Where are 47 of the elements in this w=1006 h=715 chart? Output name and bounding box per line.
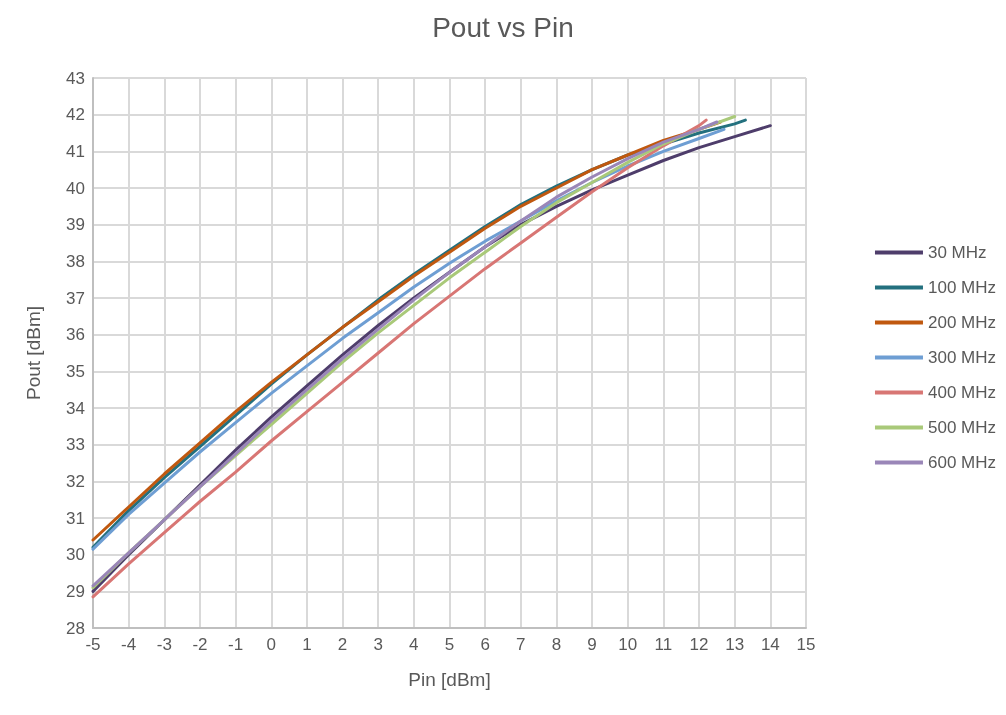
y-tick-label: 28	[66, 618, 85, 638]
x-tick-label: 6	[480, 635, 490, 654]
x-tick-label: 14	[760, 635, 780, 654]
y-tick-label: 43	[66, 68, 85, 88]
y-tick-label: 37	[66, 288, 85, 308]
x-tick-label: 7	[516, 635, 526, 654]
y-tick-label: 32	[66, 471, 85, 491]
x-tick-label: 15	[796, 635, 816, 654]
x-tick-label: 0	[266, 635, 276, 654]
x-tick-label: 8	[551, 635, 562, 654]
x-tick-label: -3	[156, 635, 172, 654]
x-tick-label: 12	[689, 635, 709, 654]
y-tick-label: 41	[66, 141, 85, 161]
x-tick-label: 10	[618, 635, 638, 654]
y-tick-label: 39	[66, 215, 85, 235]
x-tick-label: 5	[444, 635, 455, 654]
legend-label: 100 MHz	[927, 278, 997, 297]
legend-label: 400 MHz	[927, 383, 997, 402]
y-tick-label: 40	[66, 178, 85, 198]
y-tick-label: 34	[66, 398, 85, 418]
y-tick-label: 36	[66, 325, 85, 345]
x-tick-label: 1	[302, 635, 312, 654]
x-tick-label: 11	[654, 635, 673, 654]
y-tick-label: 29	[66, 581, 85, 601]
x-tick-label: 3	[373, 635, 383, 654]
legend-label: 600 MHz	[927, 453, 997, 472]
x-tick-label: -2	[192, 635, 208, 654]
y-tick-label: 30	[66, 545, 85, 565]
x-tick-label: 2	[337, 635, 348, 654]
y-tick-label: 38	[66, 251, 85, 271]
x-tick-label: 9	[587, 635, 597, 654]
x-tick-label: 4	[409, 635, 419, 654]
legend-label: 300 MHz	[927, 348, 997, 367]
legend-label: 30 MHz	[927, 243, 987, 262]
x-tick-label: -4	[121, 635, 137, 654]
y-tick-label: 42	[66, 105, 85, 125]
x-tick-label: 13	[725, 635, 745, 654]
x-tick-label: -1	[228, 635, 244, 654]
legend-label: 200 MHz	[927, 313, 997, 332]
y-tick-label: 31	[66, 508, 85, 528]
x-tick-label: -5	[85, 635, 101, 654]
y-tick-label: 35	[66, 361, 85, 381]
x-axis-title: Pin [dBm]	[408, 669, 491, 690]
y-tick-label: 33	[66, 435, 85, 455]
chart-title: Pout vs Pin	[432, 11, 574, 43]
y-axis-title: Pout [dBm]	[23, 306, 44, 400]
legend-label: 500 MHz	[927, 418, 997, 437]
